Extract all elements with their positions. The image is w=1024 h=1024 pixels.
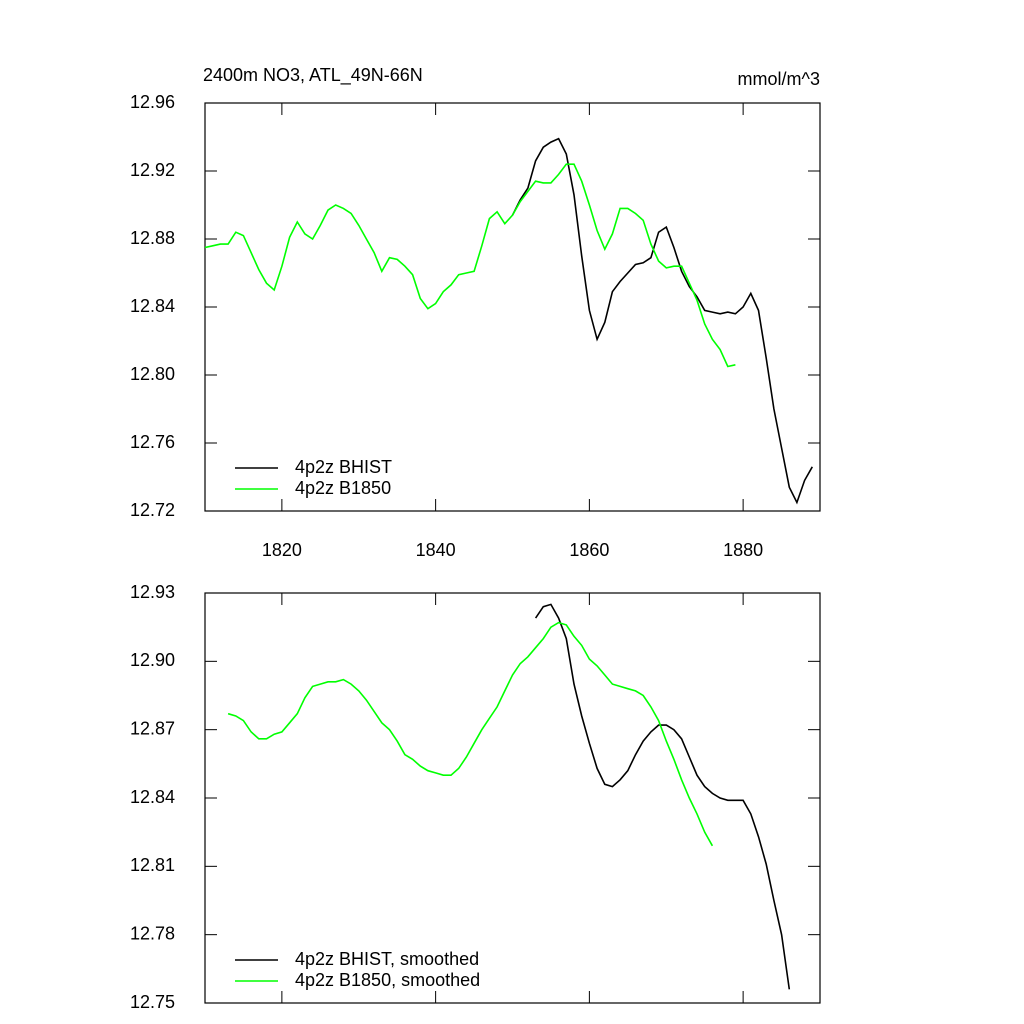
y-tick-label: 12.93 <box>130 582 175 602</box>
legend-label: 4p2z BHIST, smoothed <box>295 949 479 969</box>
data-line <box>204 163 736 368</box>
plot-frame <box>204 102 821 512</box>
y-tick-label: 12.87 <box>130 718 175 738</box>
chart-title: 2400m NO3, ATL_49N-66N <box>203 65 423 86</box>
data-line <box>227 621 714 847</box>
x-tick-label: 1880 <box>723 540 763 560</box>
units-label: mmol/m^3 <box>738 69 820 89</box>
data-line <box>511 137 813 505</box>
plot-frame <box>204 592 821 1004</box>
x-tick-label: 1820 <box>262 540 302 560</box>
legend-label: 4p2z B1850 <box>295 478 391 498</box>
y-tick-label: 12.80 <box>130 364 175 384</box>
x-tick-label: 1840 <box>416 540 456 560</box>
y-tick-label: 12.96 <box>130 92 175 112</box>
y-tick-label: 12.72 <box>130 500 175 520</box>
legend-label: 4p2z B1850, smoothed <box>295 970 480 990</box>
y-tick-label: 12.88 <box>130 228 175 248</box>
y-tick-label: 12.84 <box>130 296 175 316</box>
x-tick-label: 1860 <box>569 540 609 560</box>
legend-label: 4p2z BHIST <box>295 457 392 477</box>
y-tick-label: 12.90 <box>130 650 175 670</box>
y-tick-label: 12.84 <box>130 787 175 807</box>
y-tick-label: 12.81 <box>130 855 175 875</box>
y-tick-label: 12.75 <box>130 992 175 1012</box>
y-tick-label: 12.92 <box>130 160 175 180</box>
data-line <box>534 603 791 990</box>
y-tick-label: 12.78 <box>130 923 175 943</box>
y-tick-label: 12.76 <box>130 432 175 452</box>
